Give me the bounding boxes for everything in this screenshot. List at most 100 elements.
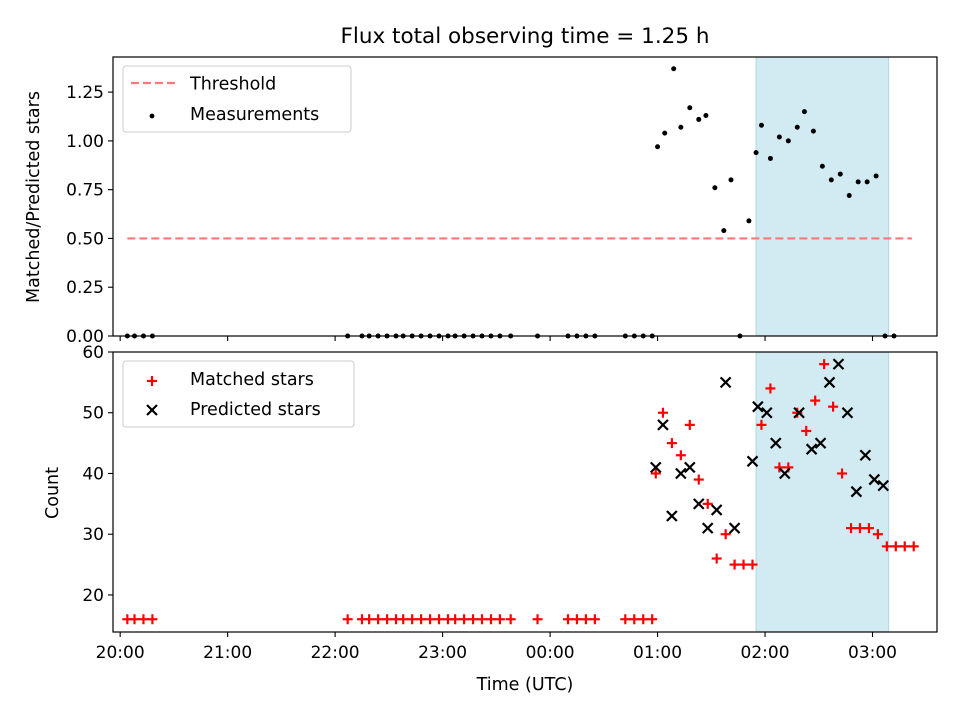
measurement-point xyxy=(776,134,782,140)
predicted-star-point xyxy=(701,522,714,534)
y-tick-label: 1.00 xyxy=(66,132,104,152)
top-y-axis-label: Matched/Predicted stars xyxy=(24,91,44,303)
matched-star-point xyxy=(434,614,445,625)
matched-star-point xyxy=(416,614,427,625)
matched-star-point xyxy=(693,474,704,485)
matched-star-point xyxy=(702,498,713,509)
matched-star-point xyxy=(765,383,776,394)
matched-star-point xyxy=(711,553,722,564)
y-tick-label: 0.75 xyxy=(66,181,104,201)
top-axes-frame xyxy=(112,56,938,337)
measurement-point xyxy=(810,128,816,134)
measurement-point xyxy=(678,124,684,130)
measurement-point xyxy=(794,124,800,130)
top-highlight-band xyxy=(755,56,890,337)
matched-star-point xyxy=(425,614,436,625)
matched-star-point xyxy=(756,419,767,430)
matched-star-point xyxy=(819,359,830,370)
matched-star-point xyxy=(863,523,874,534)
y-tick-label: 40 xyxy=(82,464,104,484)
measurement-point xyxy=(828,177,834,183)
matched-star-point xyxy=(872,529,883,540)
predicted-star-point xyxy=(832,358,845,370)
matched-star-point xyxy=(373,614,384,625)
matched-star-point xyxy=(650,468,661,479)
matched-star-point xyxy=(477,614,488,625)
matched-star-point xyxy=(505,614,516,625)
y-tick-label: 50 xyxy=(82,404,104,424)
matched-star-point xyxy=(774,462,785,473)
predicted-star-point xyxy=(710,504,723,516)
matched-star-point xyxy=(129,614,140,625)
predicted-star-point xyxy=(859,449,872,462)
highlight-band-rect xyxy=(755,56,890,337)
y-tick-label: 0.50 xyxy=(66,229,104,249)
predicted-star-point xyxy=(814,437,827,449)
matched-star-point xyxy=(810,395,821,406)
matched-star-point xyxy=(666,438,677,449)
predicted-star-point xyxy=(868,473,881,486)
measurement-point xyxy=(846,193,852,199)
measurement-point xyxy=(721,228,727,234)
matched-star-point xyxy=(675,450,686,461)
matched-star-point xyxy=(846,523,857,534)
matched-star-point xyxy=(532,614,543,625)
y-tick-label: 20 xyxy=(82,586,104,606)
predicted-star-point xyxy=(649,461,662,474)
matched-star-point xyxy=(147,614,158,625)
predicted-star-point xyxy=(877,479,890,492)
measurement-point xyxy=(873,173,879,179)
top-panel-title: Flux total observing time = 1.25 h xyxy=(341,24,710,49)
legend-matched-label: Matched stars xyxy=(190,370,314,390)
bottom-axes-frame xyxy=(112,351,938,633)
x-tick-label: 22:00 xyxy=(311,643,360,663)
measurement-point xyxy=(746,218,752,224)
matched-star-point xyxy=(589,614,600,625)
predicted-star-point xyxy=(752,400,764,413)
legend-matched-swatch xyxy=(147,376,157,386)
highlight-band-rect xyxy=(755,351,890,633)
matched-star-point xyxy=(398,614,409,625)
measurement-point xyxy=(753,150,759,156)
matched-star-point xyxy=(485,614,496,625)
matched-star-point xyxy=(459,614,470,625)
matched-star-point xyxy=(890,541,901,552)
matched-star-point xyxy=(494,614,505,625)
predicted-star-point xyxy=(666,510,678,522)
predicted-star-point xyxy=(841,406,854,419)
predicted-star-point xyxy=(770,437,782,449)
matched-star-point xyxy=(580,614,591,625)
legend-measurements-label: Measurements xyxy=(190,105,319,125)
measurement-point xyxy=(703,113,709,119)
matched-star-point xyxy=(720,529,731,540)
measurement-point xyxy=(728,177,734,183)
bottom-plot-area xyxy=(122,358,919,625)
matched-star-point xyxy=(450,614,461,625)
bottom-y-axis: 20 30 40 50 60 xyxy=(82,343,113,606)
bottom-highlight-band xyxy=(755,351,890,633)
top-legend-box xyxy=(122,65,352,133)
matched-star-point xyxy=(881,541,892,552)
bottom-y-axis-label: Count xyxy=(43,467,63,519)
measurement-point xyxy=(696,116,702,122)
matched-star-point xyxy=(747,559,758,570)
matched-star-point xyxy=(468,614,479,625)
matched-star-point xyxy=(342,614,353,625)
top-panel: Flux total observing time = 1.25 h 0.000… xyxy=(24,24,938,347)
predicted-star-point xyxy=(728,522,741,534)
x-tick-label: 00:00 xyxy=(526,643,575,663)
predicted-star-point xyxy=(719,376,732,389)
x-tick-label: 03:00 xyxy=(848,643,897,663)
measurement-point xyxy=(712,185,718,191)
predicted-star-point xyxy=(761,406,773,419)
predicted-star-point xyxy=(746,455,759,468)
x-tick-label: 21:00 xyxy=(203,643,252,663)
y-tick-label: 60 xyxy=(82,343,104,363)
measurement-point xyxy=(662,130,668,136)
matched-star-point xyxy=(828,401,839,412)
measurement-point xyxy=(801,109,807,115)
x-tick-label: 23:00 xyxy=(418,643,467,663)
top-legend: Threshold Measurements xyxy=(122,65,352,133)
matched-star-point xyxy=(382,614,393,625)
matched-star-point xyxy=(629,614,640,625)
